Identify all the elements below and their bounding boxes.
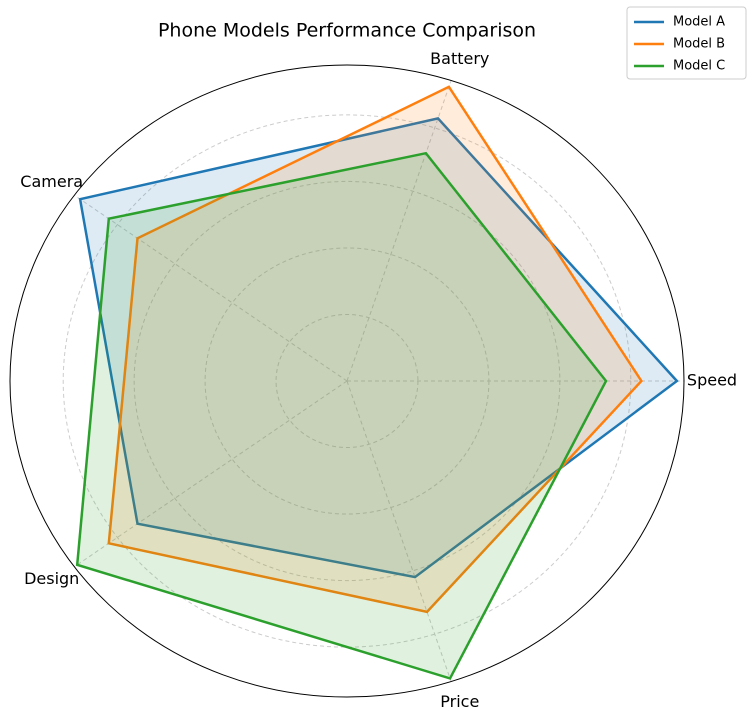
outer-frame — [9, 64, 685, 698]
axis-label: Battery — [430, 49, 489, 68]
grid-spoke — [74, 380, 348, 568]
chart-title: Phone Models Performance Comparison — [158, 20, 536, 42]
axis-label: Camera — [20, 172, 83, 191]
legend: Model A Model B Model C — [626, 6, 747, 80]
series-line — [78, 117, 679, 579]
series-line — [75, 151, 608, 680]
series-area — [77, 153, 606, 679]
legend-box — [626, 6, 747, 80]
legend-label: Model C — [673, 59, 725, 74]
legend-label: Model A — [673, 15, 725, 30]
axis-label: Speed — [687, 371, 737, 390]
series-area — [80, 118, 677, 578]
series-area — [108, 86, 642, 612]
legend-label: Model B — [673, 37, 725, 52]
axis-label: Price — [440, 692, 479, 711]
grid-spoke — [74, 194, 348, 382]
series-line — [107, 85, 643, 614]
axis-label: Design — [24, 569, 79, 588]
